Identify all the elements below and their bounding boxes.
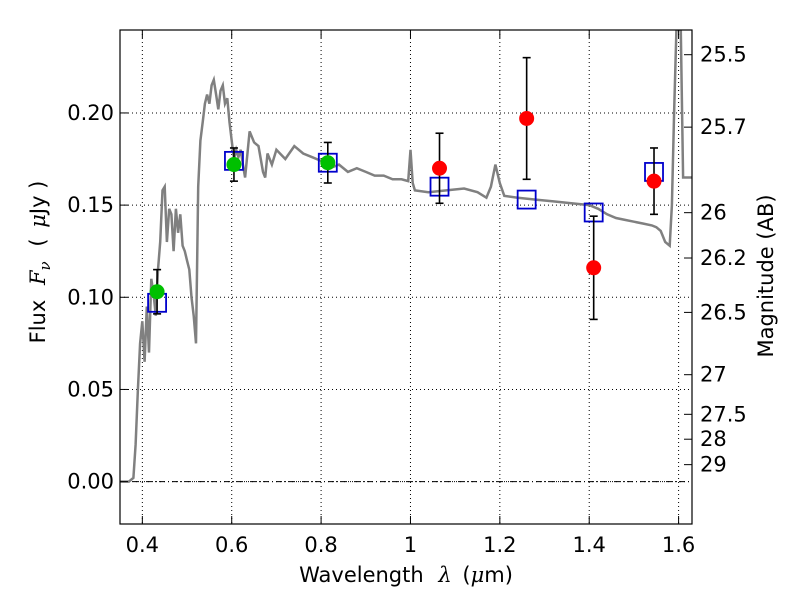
green-measurement-point — [320, 155, 336, 171]
y-axis-label-symbol: F — [26, 269, 50, 286]
y2-tick-label: 27 — [700, 363, 727, 387]
y2-tick-label: 27.5 — [700, 402, 747, 426]
x-axis-label: Wavelength λ (μm) — [299, 563, 513, 587]
plot-frame — [119, 29, 693, 525]
y-tick-label: 0.00 — [67, 470, 114, 494]
x-axis-label-mu: μ — [471, 563, 485, 587]
y-tick-label: 0.05 — [67, 377, 114, 401]
plot-background — [120, 30, 692, 524]
x-tick-label: 0.8 — [304, 533, 337, 557]
x-axis-label-text: Wavelength — [299, 563, 424, 587]
y-tick-label: 0.15 — [67, 193, 114, 217]
y-axis-label: Flux Fν ( μJy ) — [26, 181, 55, 344]
red-measurement-point — [432, 160, 448, 176]
x-axis-ticks: 0.4 0.6 0.8 1 1.2 1.4 1.6 — [126, 30, 695, 557]
y2-tick-label: 26 — [700, 201, 727, 225]
y2-tick-label: 29 — [700, 453, 727, 477]
grid — [120, 30, 692, 524]
y-axis-label-unit-close: Jy ) — [26, 181, 50, 217]
y-axis-ticks: 0.00 0.05 0.10 0.15 0.20 — [67, 101, 128, 494]
error-bars — [153, 56, 659, 321]
y-axis-label-text: Flux — [26, 300, 50, 344]
x-tick-label: 1 — [404, 533, 417, 557]
x-axis-label-unit-close: m) — [484, 563, 513, 587]
y-axis-label-mu: μ — [26, 214, 50, 228]
red-measurement-point — [586, 260, 602, 276]
model-photometry-box — [516, 189, 537, 210]
x-tick-label: 1.6 — [662, 533, 695, 557]
red-measurement-point — [519, 110, 535, 126]
y2-tick-label: 26.2 — [700, 246, 747, 270]
y2-tick-label: 26.5 — [700, 300, 747, 324]
y-axis-label-subscript: ν — [36, 261, 54, 270]
x-axis-label-symbol: λ — [437, 563, 451, 587]
x-tick-label: 0.4 — [126, 533, 159, 557]
x-axis-label-unit-open: ( — [462, 563, 470, 587]
x-tick-label: 1.4 — [573, 533, 606, 557]
x-tick-label: 1.2 — [483, 533, 516, 557]
green-measurement-point — [226, 157, 242, 173]
y-tick-label: 0.10 — [67, 285, 114, 309]
y-tick-label: 0.20 — [67, 101, 114, 125]
x-tick-label: 0.6 — [215, 533, 248, 557]
y2-tick-label: 28 — [700, 427, 727, 451]
measured-points — [149, 110, 662, 300]
sed-model-line — [120, 30, 692, 483]
y2-axis-label: Magnitude (AB) — [754, 194, 778, 357]
y2-tick-label: 25.7 — [700, 115, 747, 139]
green-measurement-point — [149, 284, 165, 300]
y2-tick-label: 25.5 — [700, 43, 747, 67]
y-axis-label-unit-open: ( — [26, 238, 50, 246]
red-measurement-point — [646, 173, 662, 189]
